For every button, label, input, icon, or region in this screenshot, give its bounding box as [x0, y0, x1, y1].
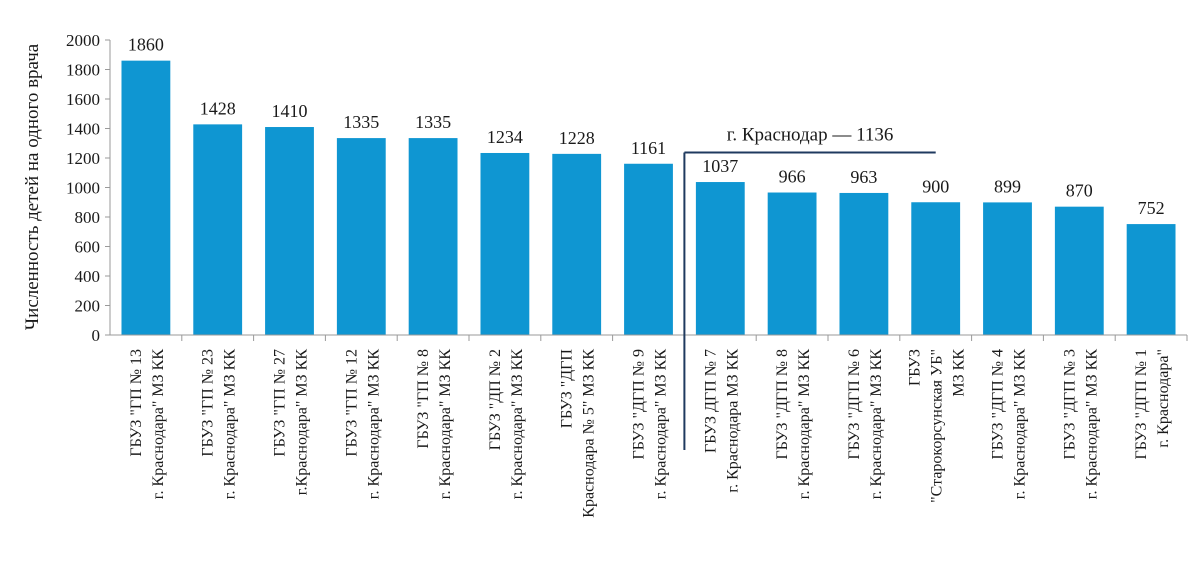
bar: [336, 138, 386, 335]
x-tick-label: ГБУЗ "ДГП № 4 г. Краснодара" МЗ КК: [990, 349, 1029, 500]
bar-value-label: 1410: [272, 101, 308, 121]
bar: [480, 152, 530, 335]
bar: [121, 60, 171, 336]
x-tick-label-line: ГБУЗ "ГП № 23: [200, 349, 217, 457]
bar-value-label: 1335: [343, 112, 379, 132]
x-tick-label-line: ГБУЗ "ДГП № 1: [1133, 349, 1150, 460]
bar: [408, 138, 458, 335]
bar-value-label: 1161: [631, 138, 666, 158]
x-tick-label-line: Краснодара № 5" МЗ КК: [581, 349, 598, 518]
x-tick-label-line: ГБУЗ "ДГП № 8: [774, 349, 791, 460]
x-tick-label-line: ГБУЗ "ГП № 12: [343, 349, 360, 457]
x-tick-label-line: ГБУЗ "ДГП № 3: [1061, 349, 1078, 460]
x-tick-label-line: г. Краснодара" МЗ КК: [365, 349, 382, 500]
bar: [839, 192, 889, 335]
bar-value-label: 1228: [559, 128, 595, 148]
x-tick-label: ГБУЗ "ДП № 2 г. Краснодара" МЗ КК: [487, 349, 526, 500]
bar: [1126, 224, 1176, 335]
x-tick-label-line: г. Краснодара МЗ КК: [724, 349, 741, 493]
y-tick-label: 1000: [66, 179, 100, 198]
x-tick-label: ГБУЗ "ГП № 8 г. Краснодара" МЗ КК: [415, 349, 454, 500]
x-tick-label: ГБУЗ "ДГП Краснодара № 5" МЗ КК: [559, 349, 598, 518]
x-tick-label-line: ГБУЗ "ГП № 8: [415, 349, 432, 449]
x-tick-label-line: г. Краснодара" МЗ КК: [1012, 349, 1029, 500]
city-average-annotation: г. Краснодар — 1136: [683, 124, 936, 450]
y-tick-label: 600: [75, 238, 101, 257]
x-tick-label: ГБУЗ "ДГП № 9 г. Краснодара" МЗ КК: [631, 349, 670, 500]
bars: [121, 60, 1176, 336]
y-tick-label: 400: [75, 267, 101, 286]
x-tick-label-line: г. Краснодара" МЗ КК: [796, 349, 813, 500]
bar: [767, 192, 817, 335]
bar: [911, 202, 961, 335]
x-tick-label-line: "Старокорсунская УБ": [929, 349, 946, 503]
y-tick-label: 1600: [66, 90, 100, 109]
bar-value-label: 899: [994, 176, 1021, 196]
x-tick-label-line: ГБУЗ "ДГП № 6: [846, 349, 863, 460]
bar: [1054, 206, 1104, 335]
x-tick-label: ГБУЗ "ДГП № 3 г. Краснодара" МЗ КК: [1061, 349, 1100, 500]
x-tick-label: ГБУЗ "ГП № 12 г. Краснодара" МЗ КК: [343, 349, 382, 500]
x-tick-label-line: г. Краснодара" МЗ КК: [653, 349, 670, 500]
x-tick-label-line: г. Краснодара" МЗ КК: [1083, 349, 1100, 500]
bar: [265, 127, 314, 336]
x-tick-label-line: ГБУЗ: [907, 349, 924, 386]
x-tick-label: ГБУЗ ДГП № 7 г. Краснодара МЗ КК: [702, 349, 741, 493]
x-tick-label-line: г. Краснодара": [1155, 349, 1172, 448]
y-axis-label: Численность детей на одного врача: [22, 43, 43, 330]
x-tick-label-line: г. Краснодара" МЗ КК: [222, 349, 239, 500]
x-tick-label-line: МЗ КК: [951, 349, 968, 397]
y-tick-label: 1200: [66, 149, 100, 168]
data-labels: 1860 1428 1410 1335 1335 1234 1228 1161 1037 966 9…: [128, 35, 1165, 218]
bar-value-label: 870: [1066, 181, 1093, 201]
bar-value-label: 1037: [702, 156, 738, 176]
x-tick-label-line: ГБУЗ "ГП № 27: [272, 349, 289, 457]
y-tick-label: 200: [75, 297, 101, 316]
bar: [695, 182, 745, 335]
bar-value-label: 752: [1138, 198, 1165, 218]
bar-value-label: 1234: [487, 127, 523, 147]
y-tick-label: 800: [75, 208, 101, 227]
bar-value-label: 966: [779, 167, 806, 187]
bar: [983, 202, 1032, 335]
x-tick-label-line: г. Краснодара" МЗ КК: [509, 349, 526, 500]
y-tick-label: 2000: [66, 31, 100, 50]
y-tick-label: 1800: [66, 61, 100, 80]
x-tick-label-line: г. Краснодара" МЗ КК: [437, 349, 454, 500]
bar-value-label: 900: [922, 176, 949, 196]
bar-value-label: 963: [850, 167, 877, 187]
x-tick-label-line: ГБУЗ "ДГП № 4: [990, 349, 1007, 460]
x-tick-label-line: ГБУЗ "ДГП: [559, 349, 576, 429]
bar-value-label: 1428: [200, 98, 236, 118]
x-tick-label-line: г. Краснодара" МЗ КК: [150, 349, 167, 500]
x-tick-label: ГБУЗ "ГП № 23 г. Краснодара" МЗ КК: [200, 349, 239, 500]
bar: [552, 153, 602, 335]
x-tick-label-line: ГБУЗ "ДП № 2: [487, 349, 504, 450]
bar-value-label: 1335: [415, 112, 451, 132]
x-tick-label-line: г.Краснодара" МЗ КК: [294, 349, 311, 496]
bar-value-label: 1860: [128, 35, 164, 55]
x-tick-label: ГБУЗ "Старокорсунская УБ" МЗ КК: [907, 349, 968, 503]
y-tick-label: 0: [92, 326, 101, 345]
x-axis: ГБУЗ "ГП № 13 г. Краснодара" МЗ КК ГБУЗ "Г…: [110, 334, 1188, 518]
x-tick-label-line: ГБУЗ "ДГП № 9: [631, 349, 648, 460]
x-tick-label-line: ГБУЗ "ГП № 13: [128, 349, 145, 457]
x-tick-label: ГБУЗ "ДГП № 1 г. Краснодара": [1133, 349, 1172, 460]
y-tick-label: 1400: [66, 120, 100, 139]
bar: [624, 163, 673, 335]
annotation-label: г. Краснодар — 1136: [727, 124, 894, 145]
bar: [193, 124, 243, 336]
x-tick-label-line: ГБУЗ ДГП № 7: [702, 349, 719, 453]
y-axis: 0 200 400 600 800 1000 1200 1400 1600 1800 2000: [66, 31, 111, 345]
x-tick-label-line: г. Краснодара" МЗ КК: [868, 349, 885, 500]
x-tick-label: ГБУЗ "ГП № 13 г. Краснодара" МЗ КК: [128, 349, 167, 500]
x-tick-label: ГБУЗ "ДГП № 8 г. Краснодара" МЗ КК: [774, 349, 813, 500]
x-tick-label: ГБУЗ "ДГП № 6 г. Краснодара" МЗ КК: [846, 349, 885, 500]
x-tick-label: ГБУЗ "ГП № 27 г.Краснодара" МЗ КК: [272, 349, 311, 496]
